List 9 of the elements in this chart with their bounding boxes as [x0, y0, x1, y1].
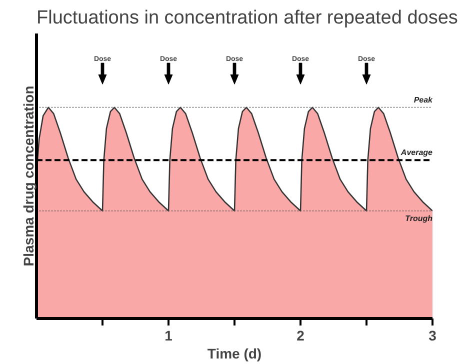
chart-title: Fluctuations in concentration after repeated doses: [36, 8, 458, 28]
y-axis-title: Plasma drug concentration: [20, 86, 36, 266]
x-tick-label: 3: [428, 328, 437, 344]
ref-line-label: Trough: [405, 214, 433, 223]
x-tick-label: 1: [164, 328, 173, 344]
x-tick-label: 2: [296, 328, 305, 344]
ref-line-label: Peak: [414, 95, 434, 104]
ref-line-label: Average: [400, 148, 434, 158]
x-axis-title: Time (d): [207, 346, 262, 362]
